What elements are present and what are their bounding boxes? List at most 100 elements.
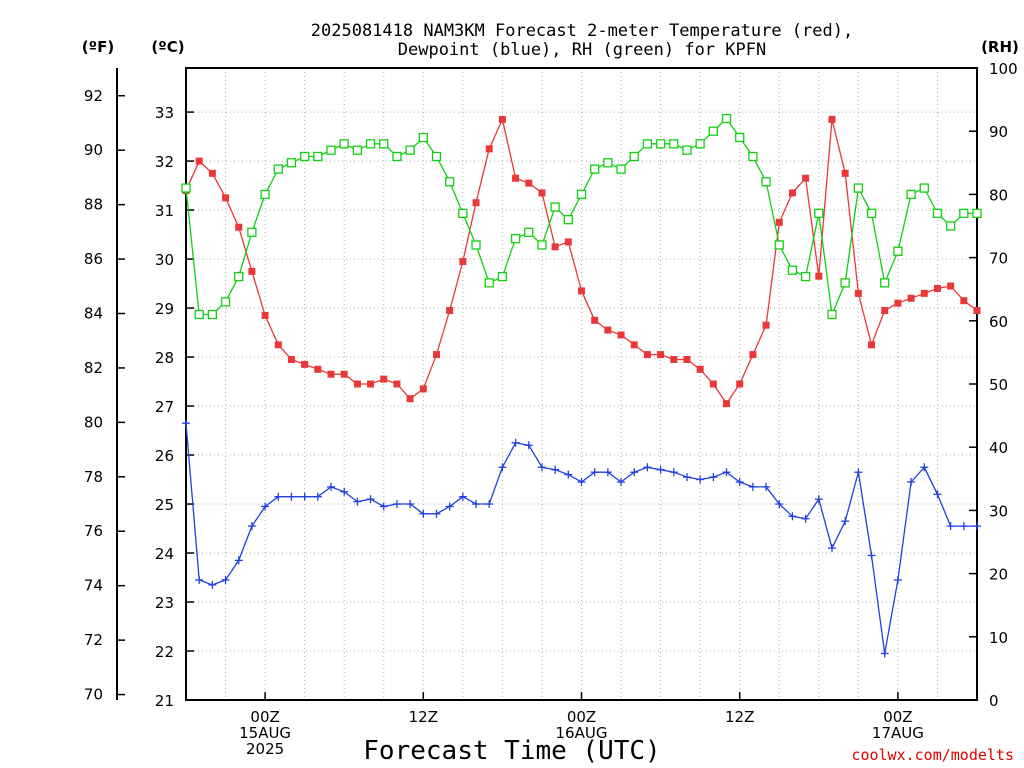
fahrenheit-tick-label: 88 [84,196,103,214]
x-tick-label: 2025 [246,740,284,758]
data-point [630,468,639,477]
rh-tick-label: 100 [989,60,1018,78]
data-point [840,278,850,288]
data-point [616,164,626,174]
data-point [498,463,507,472]
data-point [748,151,758,162]
chart-series [181,113,982,658]
data-point [273,164,283,174]
data-point [841,517,850,526]
data-point [274,492,283,501]
series-2-meter-temperature [182,115,981,408]
data-point [525,179,533,187]
data-point [353,380,361,388]
data-point [445,502,454,511]
data-point [656,465,665,474]
x-axis-label: Forecast Time (UTC) [363,736,660,766]
series-dewpoint [182,419,981,658]
celsius-tick-label: 25 [155,496,174,514]
data-point [301,360,309,368]
data-point [973,307,981,315]
data-point [960,297,968,305]
fahrenheit-tick-label: 78 [84,468,103,486]
data-point [287,356,295,364]
data-point [234,271,244,282]
data-point [432,509,441,518]
data-point [629,151,639,162]
data-point [894,299,902,307]
data-point [696,475,705,484]
data-point [933,284,941,292]
data-point [313,492,322,501]
data-point [524,227,534,237]
data-point [195,575,204,584]
data-point [551,465,560,474]
data-point [590,164,600,174]
data-point [208,580,217,589]
data-point [300,492,309,501]
celsius-tick-label: 30 [155,251,174,269]
data-point [721,113,732,124]
data-point [327,370,335,378]
data-point [550,202,560,212]
data-point [471,240,481,250]
data-point [248,267,256,275]
data-point [497,271,508,282]
celsius-tick-label: 32 [155,153,174,171]
data-point [643,463,652,472]
data-point [485,500,494,509]
data-point [933,490,942,499]
fahrenheit-tick-label: 72 [84,631,103,649]
rh-tick-label: 30 [989,502,1008,520]
data-point [510,233,521,244]
x-tick-label: 00Z [250,708,279,726]
celsius-tick-label: 28 [155,349,174,367]
x-tick-label: 17AUG [872,724,924,742]
rh-tick-label: 20 [989,566,1008,584]
fahrenheit-tick-label: 74 [84,577,103,595]
data-point [207,309,218,320]
data-point [617,477,626,486]
data-point [260,189,270,200]
data-point [419,509,428,518]
data-point [603,468,612,477]
x-tick-label: 16AUG [556,724,608,742]
data-point [326,145,336,155]
data-point [788,189,796,197]
data-point [919,183,929,193]
data-point [947,282,955,290]
fahrenheit-tick-label: 86 [84,250,103,268]
data-point [683,356,691,364]
data-point [524,441,533,450]
x-tick-label: 00Z [567,708,596,726]
celsius-tick-label: 31 [155,202,174,220]
x-tick-label: 12Z [409,708,438,726]
data-point [761,177,771,187]
data-point [617,331,625,339]
data-point [472,500,481,509]
celsius-tick-label: 24 [155,545,174,563]
data-point [827,544,836,553]
data-point [392,500,401,509]
data-point [235,223,243,231]
data-point [907,477,916,486]
data-point [709,473,718,482]
chart-title-line-1: 2025081418 NAM3KM Forecast 2-meter Tempe… [311,21,853,41]
celsius-tick-label: 22 [155,643,174,661]
data-point [841,169,849,177]
fahrenheit-tick-label: 92 [84,87,103,105]
data-point [630,341,638,349]
data-point [590,468,599,477]
data-point [603,158,613,168]
data-point [827,309,837,320]
data-point [498,115,506,123]
data-point [220,297,231,307]
chart-title-line-2: Dewpoint (blue), RH (green) for KPFN [398,40,766,60]
data-point [814,495,823,504]
data-point [261,311,269,319]
data-point [722,468,731,477]
data-point [379,502,388,511]
celsius-tick-label: 23 [155,594,174,612]
data-point [432,351,440,359]
data-point [959,208,969,219]
